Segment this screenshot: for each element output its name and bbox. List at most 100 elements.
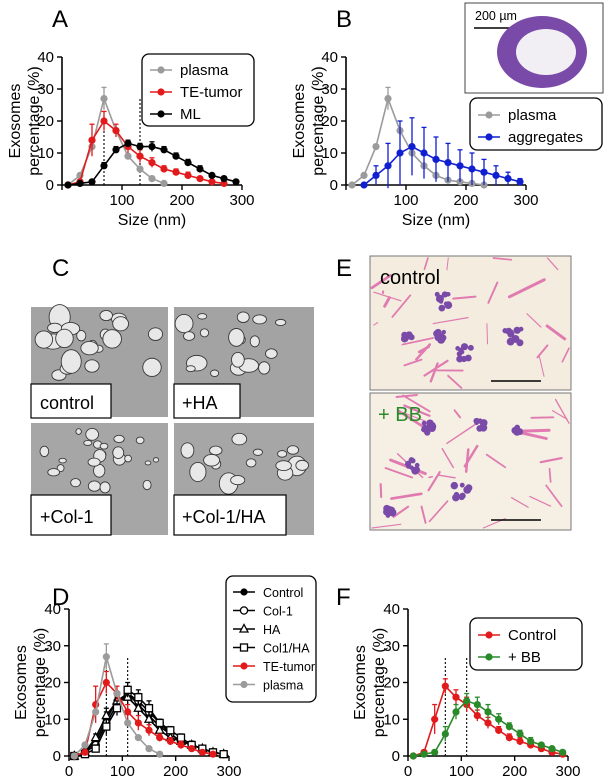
series-d-col1-ha-point <box>102 722 111 731</box>
cell <box>183 331 196 341</box>
series-f--bb-point <box>527 737 535 745</box>
stroma-fiber <box>441 447 454 469</box>
stroma-fiber <box>561 347 570 363</box>
cell <box>80 340 99 356</box>
x-tick-label-f: 0 <box>404 763 412 780</box>
cell <box>55 328 74 349</box>
cell <box>185 365 196 373</box>
cell-cluster-dot <box>408 457 415 464</box>
y-tick-label-d: 40 <box>44 601 61 618</box>
series-f-control-point <box>452 693 460 701</box>
cell <box>47 468 61 477</box>
cell-cluster-dot <box>456 351 463 357</box>
series-f--bb-point <box>409 752 417 760</box>
cell-cluster-dot <box>438 304 446 312</box>
cell-cluster-dot <box>383 508 391 516</box>
series-d-te-tumor-point <box>188 745 196 753</box>
legend-marker-d <box>239 643 249 652</box>
stroma-fiber <box>464 448 470 473</box>
series-d-col1-ha-point <box>144 704 154 713</box>
x-tick-label-d: 300 <box>216 763 241 780</box>
series-a-plasma-point <box>100 95 108 103</box>
stroma-fiber <box>446 424 476 445</box>
cell <box>230 475 246 486</box>
series-b-aggregates-point <box>420 149 428 157</box>
legend-label-f: Control <box>508 627 556 644</box>
cell-cluster-dot <box>391 509 396 514</box>
cell <box>275 460 292 471</box>
stroma-fiber <box>397 409 424 428</box>
stroma-fiber <box>390 492 423 500</box>
tissue-core <box>516 29 576 75</box>
series-f--bb-point <box>516 730 524 738</box>
stroma-fiber <box>453 409 462 419</box>
series-a-plasma-point <box>136 165 144 173</box>
series-a-ml-point <box>136 143 144 151</box>
stroma-fiber <box>402 394 431 413</box>
micrograph-control: control <box>29 304 170 419</box>
series-d-plasma-point <box>70 752 78 760</box>
series-b-plasma-point <box>372 143 380 151</box>
x-axis-title-b: Size (nm) <box>402 212 470 229</box>
series-d-te-tumor-point <box>81 748 89 756</box>
x-tick-label-a: 200 <box>169 192 194 209</box>
histology-control: control <box>369 255 572 391</box>
cell-cluster-dot <box>456 355 464 363</box>
legend-label-a: ML <box>180 106 201 123</box>
panel-c-micrographs: control +HA +Col-1 +Col-1/HA <box>29 304 316 537</box>
y-tick-label-f: 30 <box>383 638 400 655</box>
cell <box>60 349 82 374</box>
stroma-fiber <box>392 505 410 518</box>
y-tick-label-a: 0 <box>46 177 54 194</box>
legend-label-d: HA <box>263 623 281 637</box>
series-d-plasma-point <box>156 750 164 758</box>
micrograph-col1: +Col-1 <box>29 421 170 537</box>
cell-cluster-dot <box>444 301 453 309</box>
stroma-fiber <box>538 355 545 377</box>
micrograph-label-ha: +HA <box>182 393 218 413</box>
stroma-fiber <box>417 345 430 354</box>
y-tick-label-d: 0 <box>53 748 61 765</box>
cell <box>113 434 125 444</box>
cell-cluster-dot <box>424 429 431 436</box>
series-a-ml-point <box>88 178 96 186</box>
cell <box>135 436 145 445</box>
stroma-fiber <box>403 404 431 417</box>
stroma-fiber <box>546 257 559 271</box>
stroma-fiber <box>373 322 379 326</box>
series-b-aggregates-point <box>408 143 416 151</box>
x-tick-label-d: 100 <box>110 763 135 780</box>
legend-label-f: + BB <box>508 649 541 666</box>
histology-label-control: control <box>380 267 440 289</box>
cell-cluster-dot <box>421 420 427 426</box>
series-d-te-tumor-point <box>198 748 206 756</box>
legend-d-box <box>225 575 317 703</box>
series-b-aggregates-point <box>456 162 464 170</box>
series-a-ml-point <box>184 159 192 167</box>
cell <box>84 359 100 373</box>
cell-cluster-dot <box>477 418 483 424</box>
x-tick-label-b: 200 <box>453 192 478 209</box>
stroma-fiber <box>507 278 546 299</box>
series-a-ml-point <box>148 143 156 151</box>
legend-a-box <box>141 53 255 127</box>
histology-bb: + BB <box>369 392 572 531</box>
cell-cluster-dot <box>428 421 436 429</box>
cell-cluster-dot <box>414 462 420 468</box>
y-tick-label-a: 20 <box>37 113 54 130</box>
legend-marker-a <box>157 88 165 96</box>
legend-marker-a <box>157 66 165 74</box>
x-tick-label-d: 0 <box>65 763 73 780</box>
series-b-plasma-point <box>384 95 392 103</box>
series-a-te-tumor-point <box>196 175 204 183</box>
legends: plasma TE-tumor ML plasma aggregates Control C… <box>150 62 583 693</box>
series-f-control-point <box>441 682 449 690</box>
series-a-te-tumor-point <box>208 178 216 186</box>
y-tick-label-a: 30 <box>37 81 54 98</box>
stroma-fiber <box>395 394 418 398</box>
cell-cluster-dot <box>464 354 472 362</box>
series-a-ml-point <box>76 179 84 187</box>
stroma-fiber <box>548 467 552 483</box>
cell-cluster-dot <box>505 327 513 335</box>
series-f-control-point <box>484 719 492 727</box>
